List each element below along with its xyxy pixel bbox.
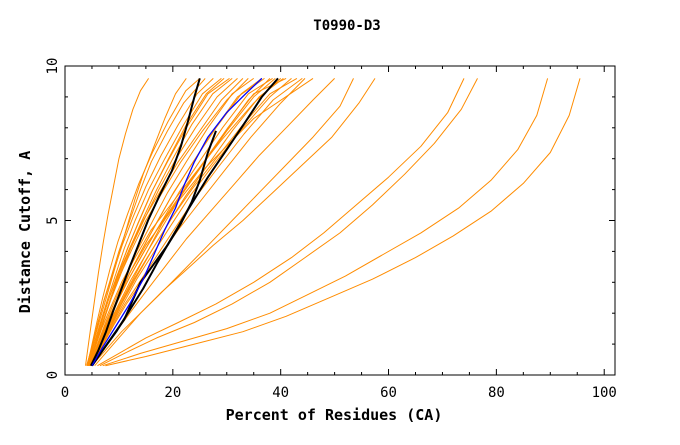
x-tick-label-5: 100 <box>592 385 617 401</box>
series-line-24 <box>85 78 150 366</box>
x-tick-label-4: 80 <box>488 385 505 401</box>
axes: 0 20 40 60 80 100 0 5 10 <box>45 58 617 401</box>
chart-title: T0990-D3 <box>313 18 380 34</box>
y-tick-label-0: 0 <box>45 371 61 379</box>
series-line-20 <box>87 78 233 366</box>
x-axis-label: Percent of Residues (CA) <box>226 406 443 424</box>
series-line-17 <box>87 78 225 366</box>
series-line-11 <box>90 78 292 366</box>
series-line-30 <box>99 78 478 367</box>
series-line-7 <box>88 77 254 366</box>
x-tick-label-3: 60 <box>380 385 397 401</box>
plot-lines <box>85 77 581 367</box>
series-line-12 <box>86 78 214 366</box>
series-line-27 <box>94 78 354 367</box>
series-line-21 <box>90 77 303 366</box>
x-tick-label-0: 0 <box>61 385 69 401</box>
y-tick-label-1: 5 <box>45 216 61 224</box>
series-line-35 <box>91 130 217 367</box>
series-line-29 <box>97 78 465 367</box>
series-line-22 <box>86 78 201 366</box>
x-tick-label-1: 20 <box>164 385 181 401</box>
series-line-28 <box>91 78 376 367</box>
series-line-32 <box>105 78 581 367</box>
series-line-31 <box>102 78 549 367</box>
series-line-23 <box>89 77 273 366</box>
x-tick-label-2: 40 <box>272 385 289 401</box>
series-line-16 <box>90 78 284 366</box>
y-tick-label-2: 10 <box>45 58 61 75</box>
series-line-33 <box>90 78 201 367</box>
series-line-1 <box>88 78 282 366</box>
y-axis-label: Distance Cutoff, A <box>16 151 34 314</box>
series-line-36 <box>91 77 263 367</box>
series-line-25 <box>87 78 187 366</box>
